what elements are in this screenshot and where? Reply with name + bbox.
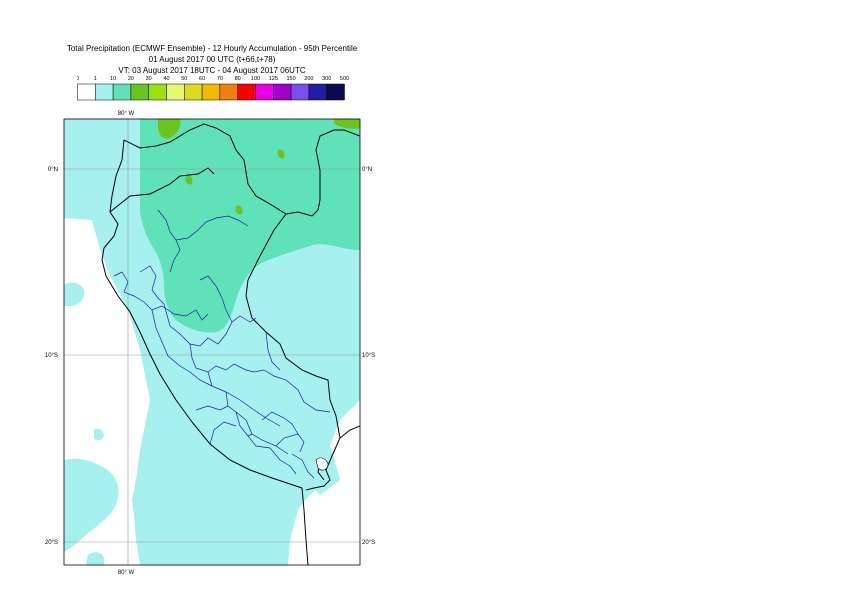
legend-swatch <box>166 83 185 101</box>
legend-threshold-label: 200 <box>304 76 313 82</box>
legend-swatch <box>112 83 132 101</box>
legend-threshold-label: 30 <box>146 76 152 82</box>
legend-threshold-label: 150 <box>287 76 296 82</box>
legend-threshold-label: 80 <box>235 76 241 82</box>
lat-label-20s-left: 20°S <box>45 540 58 546</box>
precip-20-30-area <box>158 119 360 215</box>
regional-borders <box>113 209 331 479</box>
legend-threshold-label: 50 <box>181 76 187 82</box>
graticule <box>64 119 360 565</box>
precipitation-legend: 0 1 10 20 30 40 50 60 70 80 100 125 150 200 300 500 <box>77 76 349 101</box>
legend-swatch <box>290 83 310 101</box>
legend-threshold-label: 0 <box>77 76 79 82</box>
legend-swatch <box>77 83 96 101</box>
river-lakes <box>315 457 329 471</box>
legend-threshold-label: 500 <box>340 76 349 82</box>
legend-threshold-label: 20 <box>128 76 134 82</box>
legend-swatch <box>184 83 203 101</box>
lat-label-10s-right: 10°S <box>362 353 375 359</box>
lat-label-10s-left: 10°S <box>45 353 58 359</box>
legend-threshold-label: 70 <box>217 76 223 82</box>
legend-threshold-label: 60 <box>199 76 205 82</box>
legend-threshold-label: 300 <box>322 76 331 82</box>
lon-label-top: 80° W <box>118 111 135 117</box>
legend-threshold-label: 125 <box>269 76 278 82</box>
precipitation-map: 80° W 80° W 0°N 0°N 10°S 10°S 20°S 20°S <box>45 111 375 576</box>
coastline <box>101 139 309 565</box>
legend-swatch <box>326 83 345 101</box>
legend-swatch <box>255 83 274 101</box>
lat-label-eq-right: 0°N <box>362 167 372 173</box>
legend-threshold-label: 40 <box>163 76 169 82</box>
legend-threshold-label: 10 <box>110 76 116 82</box>
map-frame <box>63 118 361 566</box>
legend-swatch <box>237 83 256 101</box>
legend-swatch <box>148 83 167 101</box>
lat-label-20s-right: 20°S <box>362 540 375 546</box>
legend-swatch <box>273 83 292 101</box>
lat-label-eq-left: 0°N <box>48 167 58 173</box>
legend-swatch <box>201 83 221 101</box>
legend-swatch <box>130 83 149 101</box>
run-time: 01 August 2017 00 UTC (t+66,t+78) <box>148 55 276 64</box>
precip-10-20-area <box>140 119 360 333</box>
lon-label-bottom: 80° W <box>118 570 135 576</box>
valid-time: VT: 03 August 2017 18UTC - 04 August 201… <box>118 66 306 75</box>
legend-threshold-label: 1 <box>94 76 97 82</box>
legend-threshold-label: 100 <box>251 76 260 82</box>
legend-swatch <box>95 83 114 101</box>
legend-swatch <box>219 83 238 101</box>
legend-swatch <box>308 83 327 101</box>
map-title: Total Precipitation (ECMWF Ensemble) - 1… <box>66 44 358 53</box>
